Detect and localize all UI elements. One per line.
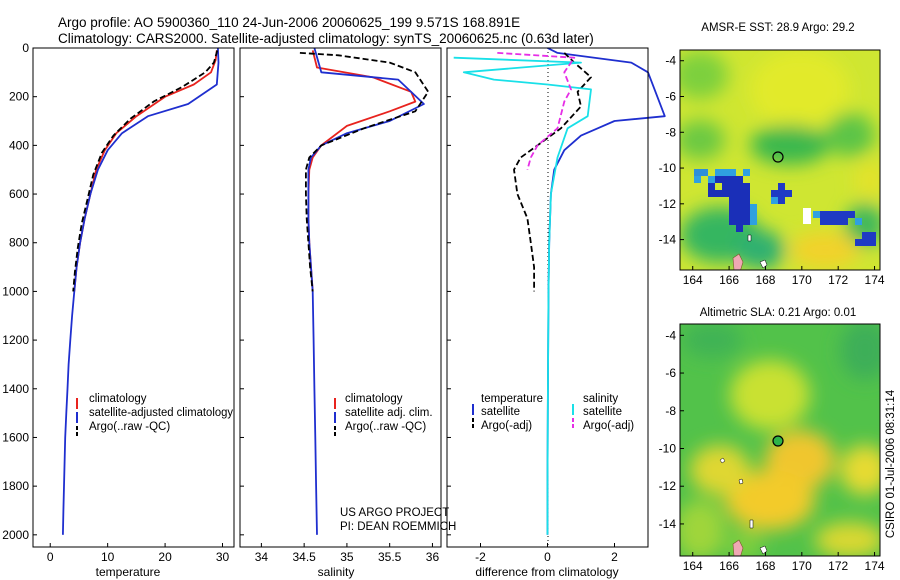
temperature-series-1 <box>62 47 220 535</box>
sst-xtick-label-3: 170 <box>792 273 812 287</box>
sla-ytick-label-3: -10 <box>659 441 677 455</box>
sst-xtick-label-2: 168 <box>755 273 775 287</box>
legend-climatology-sal: climatology <box>345 393 403 405</box>
sst-ytick-label-4: -12 <box>659 197 677 211</box>
temperature-ytick-label-2: 400 <box>9 138 29 152</box>
difference-xtick-label-2: 2 <box>611 550 618 564</box>
difference-series-3 <box>497 52 576 170</box>
sla-ytick-label-4: -12 <box>659 479 677 493</box>
temperature-ytick-label-5: 1000 <box>2 284 29 298</box>
legend-header-salinity: salinity <box>583 393 618 405</box>
sla-xtick-label-0: 164 <box>683 559 703 573</box>
sla-xtick-label-5: 174 <box>865 559 885 573</box>
legend-header-temperature: temperature <box>481 393 543 405</box>
temperature-ytick-label-3: 600 <box>9 187 29 201</box>
salinity-series-2 <box>299 52 430 292</box>
figure-title-line1: Argo profile: AO 5900360_110 24-Jun-2006… <box>58 15 520 30</box>
sla-ytick-label-0: -4 <box>665 328 676 342</box>
legend-satellite-adj-sal: satellite adj. clim. <box>345 407 433 419</box>
difference-series-1 <box>513 52 592 292</box>
salinity-xtick-label-2: 35 <box>340 550 354 564</box>
salinity-xtick-label-4: 36 <box>426 550 440 564</box>
sla-xtick-label-1: 166 <box>719 559 739 573</box>
salinity-xlabel: salinity <box>318 565 355 579</box>
temperature-legend: climatology satellite-adjusted climatolo… <box>76 393 233 437</box>
legend-temp-argo: Argo(-adj) <box>481 420 532 432</box>
sst-xtick-label-4: 172 <box>828 273 848 287</box>
difference-panel: -2 0 2 difference from climatology tempera… <box>446 47 666 579</box>
sst-float-marker <box>772 151 784 163</box>
temperature-ytick-label-1: 200 <box>9 90 29 104</box>
salinity-xtick-label-1: 34.5 <box>292 550 316 564</box>
temperature-xtick-label-3: 30 <box>216 550 230 564</box>
sla-map: Altimetric SLA: 0.21 Argo: 0.01 <box>659 307 885 573</box>
legend-sal-argo: Argo(-adj) <box>583 420 634 432</box>
sla-xtick-label-2: 168 <box>755 559 775 573</box>
temperature-ytick-label-10: 2000 <box>2 528 29 542</box>
sst-ytick-label-2: -8 <box>665 125 676 139</box>
salinity-series-1 <box>307 47 425 535</box>
sla-ytick-label-5: -14 <box>659 517 677 531</box>
temperature-ytick-label-9: 1800 <box>2 479 29 493</box>
temperature-ytick-label-6: 1200 <box>2 333 29 347</box>
legend-temp-satellite: satellite <box>481 406 520 418</box>
sst-xtick-label-5: 174 <box>865 273 885 287</box>
temperature-xtick-label-2: 20 <box>158 550 172 564</box>
temperature-panel: 0 10 20 30 0 200 400 600 800 1000 1200 1400 1600 1800… <box>2 41 235 579</box>
difference-series-0 <box>546 47 666 535</box>
sla-ytick-label-1: -6 <box>665 366 676 380</box>
difference-series-2 <box>453 56 592 535</box>
timestamp-side-label: CSIRO 01-Jul-2006 08:31:14 <box>885 389 897 538</box>
project-annotation-line1: US ARGO PROJECT <box>340 507 449 519</box>
sst-xtick-label-1: 166 <box>719 273 739 287</box>
salinity-panel: 34 34.5 35 35.5 36 salinity climatology sate… <box>239 47 456 579</box>
difference-xtick-label-0: -2 <box>475 550 486 564</box>
sla-ytick-label-2: -8 <box>665 404 676 418</box>
sst-map: AMSR-E SST: 28.9 Argo: 29.2 16 <box>659 22 885 287</box>
legend-satellite-adjusted: satellite-adjusted climatology <box>89 407 233 419</box>
temperature-series-0 <box>73 50 218 292</box>
salinity-series-0 <box>307 50 417 292</box>
temperature-ytick-label-0: 0 <box>22 41 29 55</box>
salinity-legend: climatology satellite adj. clim. Argo(..… <box>334 393 433 437</box>
temperature-ytick-label-8: 1600 <box>2 430 29 444</box>
legend-sal-satellite: satellite <box>583 406 622 418</box>
sla-xtick-label-4: 172 <box>828 559 848 573</box>
difference-legend: temperature salinity satellite Argo(-adj… <box>472 393 634 432</box>
sst-map-title: AMSR-E SST: 28.9 Argo: 29.2 <box>701 22 854 34</box>
temperature-ytick-label-4: 800 <box>9 236 29 250</box>
project-annotation-line2: PI: DEAN ROEMMICH <box>340 521 456 533</box>
temperature-xtick-label-0: 0 <box>47 550 54 564</box>
legend-climatology: climatology <box>89 393 147 405</box>
sst-field <box>680 50 880 270</box>
sst-ytick-label-3: -10 <box>659 161 677 175</box>
sst-ytick-label-5: -14 <box>659 233 677 247</box>
figure-title-line2: Climatology: CARS2000. Satellite-adjuste… <box>58 31 594 46</box>
sla-map-title: Altimetric SLA: 0.21 Argo: 0.01 <box>700 307 857 319</box>
salinity-xtick-label-0: 34 <box>255 550 269 564</box>
difference-xtick-label-1: 0 <box>544 550 551 564</box>
sla-xtick-label-3: 170 <box>792 559 812 573</box>
legend-argo-sal: Argo(..raw -QC) <box>345 421 426 433</box>
sst-xtick-label-0: 164 <box>683 273 703 287</box>
legend-argo: Argo(..raw -QC) <box>89 421 170 433</box>
temperature-xtick-label-1: 10 <box>101 550 115 564</box>
sla-float-marker <box>772 435 784 447</box>
sst-ytick-label-0: -4 <box>665 54 676 68</box>
difference-xlabel: difference from climatology <box>475 565 618 579</box>
temperature-ytick-label-7: 1400 <box>2 382 29 396</box>
salinity-xtick-label-3: 35.5 <box>378 550 402 564</box>
temperature-series-2 <box>72 50 219 292</box>
temperature-xlabel: temperature <box>96 565 161 579</box>
sst-ytick-label-1: -6 <box>665 90 676 104</box>
